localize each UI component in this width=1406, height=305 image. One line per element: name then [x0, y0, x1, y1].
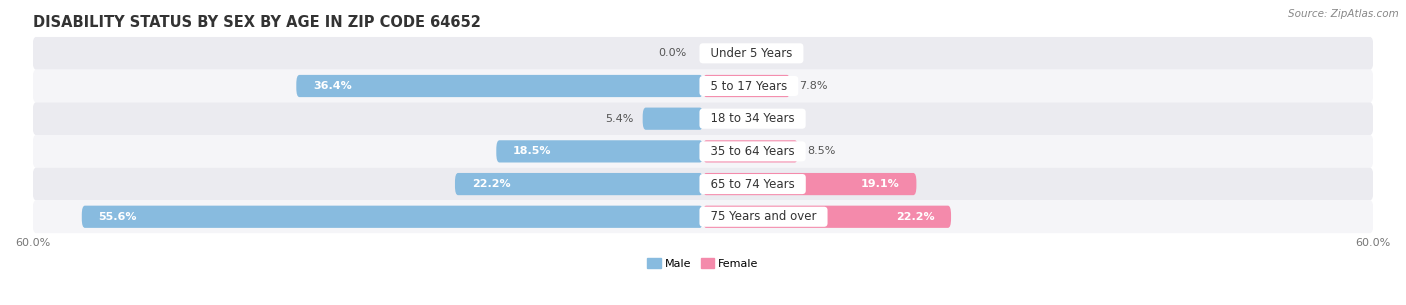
Text: 7.8%: 7.8% — [799, 81, 828, 91]
Text: 36.4%: 36.4% — [314, 81, 352, 91]
Text: 0.0%: 0.0% — [720, 48, 748, 58]
Text: 0.0%: 0.0% — [658, 48, 686, 58]
Text: 0.0%: 0.0% — [720, 114, 748, 124]
Text: 18.5%: 18.5% — [513, 146, 551, 156]
FancyBboxPatch shape — [703, 140, 799, 163]
FancyBboxPatch shape — [703, 206, 950, 228]
FancyBboxPatch shape — [703, 173, 917, 195]
Text: 22.2%: 22.2% — [472, 179, 510, 189]
Text: 65 to 74 Years: 65 to 74 Years — [703, 178, 803, 191]
FancyBboxPatch shape — [32, 200, 1374, 233]
Text: 5.4%: 5.4% — [606, 114, 634, 124]
Text: DISABILITY STATUS BY SEX BY AGE IN ZIP CODE 64652: DISABILITY STATUS BY SEX BY AGE IN ZIP C… — [32, 15, 481, 30]
Text: 18 to 34 Years: 18 to 34 Years — [703, 112, 803, 125]
Text: Source: ZipAtlas.com: Source: ZipAtlas.com — [1288, 9, 1399, 19]
Text: 19.1%: 19.1% — [860, 179, 900, 189]
Text: 35 to 64 Years: 35 to 64 Years — [703, 145, 803, 158]
FancyBboxPatch shape — [496, 140, 703, 163]
FancyBboxPatch shape — [32, 168, 1374, 200]
Text: 75 Years and over: 75 Years and over — [703, 210, 824, 223]
FancyBboxPatch shape — [82, 206, 703, 228]
Text: 8.5%: 8.5% — [807, 146, 835, 156]
FancyBboxPatch shape — [32, 135, 1374, 168]
Text: 5 to 17 Years: 5 to 17 Years — [703, 80, 794, 92]
Text: Under 5 Years: Under 5 Years — [703, 47, 800, 60]
Text: 22.2%: 22.2% — [896, 212, 934, 222]
FancyBboxPatch shape — [32, 70, 1374, 102]
FancyBboxPatch shape — [643, 108, 703, 130]
Legend: Male, Female: Male, Female — [643, 253, 763, 273]
FancyBboxPatch shape — [456, 173, 703, 195]
Text: 55.6%: 55.6% — [98, 212, 136, 222]
FancyBboxPatch shape — [32, 102, 1374, 135]
FancyBboxPatch shape — [297, 75, 703, 97]
FancyBboxPatch shape — [703, 75, 790, 97]
FancyBboxPatch shape — [32, 37, 1374, 70]
